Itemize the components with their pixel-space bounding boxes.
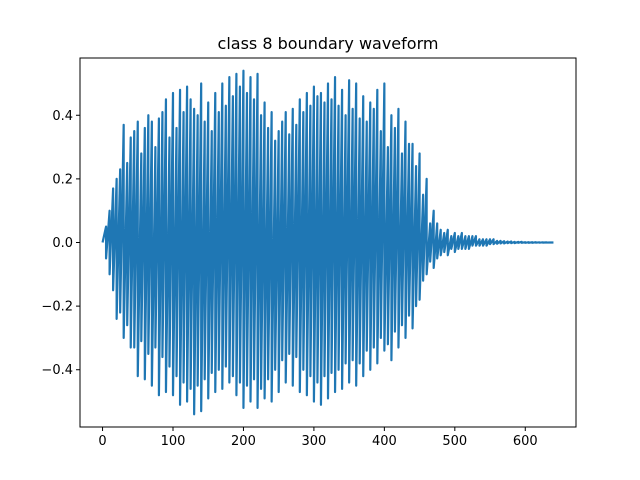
x-tick-label: 300 [301,434,326,449]
x-tick-label: 100 [161,434,186,449]
y-tick-label: 0.0 [52,236,73,251]
y-tick-label: 0.2 [52,172,73,187]
plot-area [101,69,554,416]
y-tick-label: −0.2 [41,300,73,315]
x-axis: 0 100 200 300 400 500 600 [98,427,538,449]
y-tick-label: −0.4 [41,363,73,378]
x-tick-label: 500 [442,434,467,449]
y-tick-label: 0.4 [52,109,73,124]
chart-title: class 8 boundary waveform [218,34,439,53]
x-tick-label: 0 [98,434,106,449]
x-tick-label: 600 [513,434,538,449]
x-tick-label: 400 [372,434,397,449]
waveform-series-0 [101,69,554,416]
y-axis: −0.4 −0.2 0.0 0.2 0.4 [41,109,80,378]
x-tick-label: 200 [231,434,256,449]
